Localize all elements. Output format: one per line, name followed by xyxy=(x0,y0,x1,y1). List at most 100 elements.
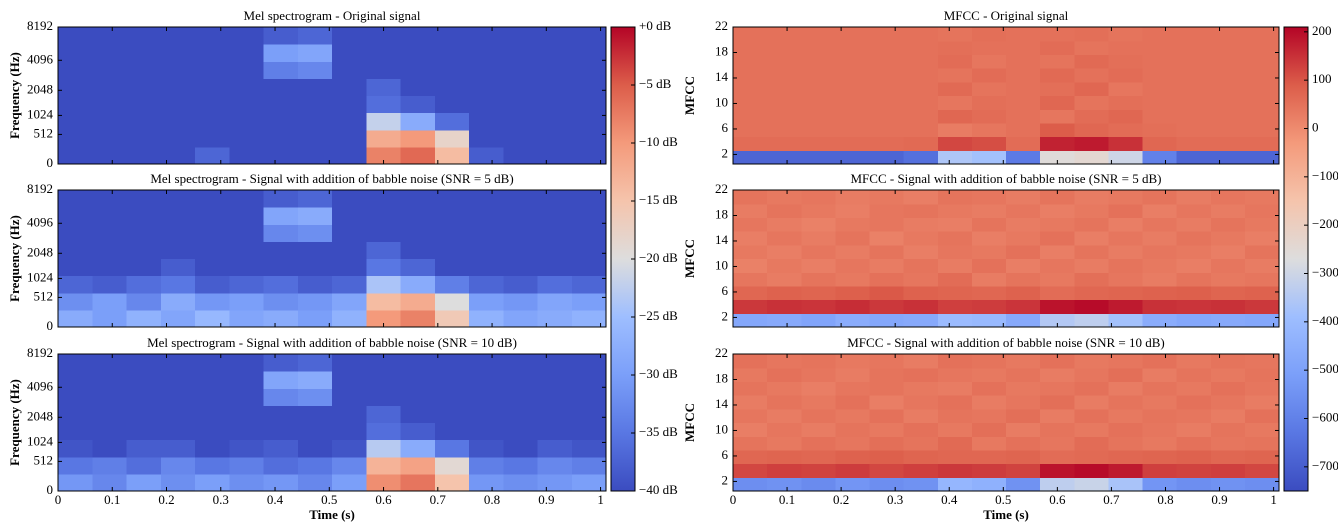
heatmap-cell xyxy=(733,217,768,232)
heatmap-cell xyxy=(971,54,1007,69)
y-tick-label: 6 xyxy=(722,447,729,462)
heatmap-cell xyxy=(835,81,871,97)
heatmap-cell xyxy=(366,146,402,165)
heatmap-cell xyxy=(366,371,402,389)
y-tick-label: 2 xyxy=(722,472,729,487)
heatmap-cell xyxy=(537,388,573,406)
heatmap-cell xyxy=(126,422,162,441)
heatmap-cell xyxy=(903,27,939,42)
heatmap-cell xyxy=(297,405,333,424)
heatmap-cell xyxy=(937,95,973,110)
heatmap-cell xyxy=(903,231,939,246)
heatmap-cell xyxy=(1108,54,1144,69)
heatmap-cell xyxy=(903,272,939,287)
heatmap-cell xyxy=(937,463,973,478)
heatmap-cell xyxy=(126,95,162,114)
heatmap-cell xyxy=(1244,244,1280,260)
heatmap-cell xyxy=(332,224,367,242)
heatmap-cell xyxy=(1176,68,1212,83)
heatmap-cell xyxy=(1142,285,1178,301)
heatmap-cell xyxy=(1108,408,1144,424)
heatmap-cell xyxy=(1210,150,1246,165)
heatmap-cell xyxy=(1040,381,1075,396)
heatmap-cell xyxy=(332,292,367,311)
heatmap-cell xyxy=(801,395,836,410)
panel: Mel spectrogram - Original signal Frequen… xyxy=(7,8,607,170)
heatmap-cell xyxy=(434,112,470,131)
heatmap-cell xyxy=(767,272,802,287)
heatmap-cell xyxy=(571,224,607,242)
heatmap-cell xyxy=(503,44,539,62)
heatmap-cell xyxy=(869,136,905,151)
heatmap-cell xyxy=(1244,367,1280,382)
heatmap-cell xyxy=(971,299,1007,314)
heatmap-cell xyxy=(1210,27,1246,42)
plot-frame xyxy=(57,189,607,328)
heatmap-cell xyxy=(1074,203,1109,218)
heatmap-cell xyxy=(366,275,402,294)
heatmap-cell xyxy=(1210,40,1246,55)
colorbar-tick-label: −400 xyxy=(1312,313,1338,328)
y-axis-label: MFCC xyxy=(682,239,697,278)
heatmap-cell xyxy=(400,207,436,225)
heatmap-cell xyxy=(126,207,162,225)
heatmap-cell xyxy=(400,309,436,328)
heatmap-cell xyxy=(571,146,607,165)
heatmap-cell xyxy=(1176,81,1212,97)
heatmap-cell xyxy=(297,78,333,97)
heatmap-cell xyxy=(733,449,768,465)
heatmap-cell xyxy=(537,371,573,389)
y-tick-label: 1024 xyxy=(27,106,54,121)
heatmap-cell xyxy=(160,190,196,208)
heatmap-cell xyxy=(801,381,836,396)
heatmap-cell xyxy=(195,241,230,260)
heatmap-cell xyxy=(126,129,162,148)
heatmap-cell xyxy=(971,258,1007,273)
heatmap-cell xyxy=(1108,136,1144,151)
heatmap-cell xyxy=(1244,354,1280,369)
heatmap-cell xyxy=(937,285,973,301)
heatmap-cell xyxy=(1006,449,1041,465)
heatmap-cell xyxy=(869,285,905,301)
heatmap-cell xyxy=(469,354,504,372)
heatmap-cell xyxy=(92,27,128,45)
heatmap-cell xyxy=(767,354,802,369)
heatmap-cell xyxy=(297,456,333,475)
heatmap-cell xyxy=(263,61,299,79)
heatmap-cell xyxy=(195,405,230,424)
heatmap-cell xyxy=(469,405,504,424)
heatmap-cell xyxy=(801,244,836,260)
heatmap-cell xyxy=(400,422,436,441)
heatmap-cell xyxy=(195,190,230,208)
heatmap-cell xyxy=(937,203,973,218)
heatmap-cell xyxy=(537,112,573,131)
heatmap-cell xyxy=(263,473,299,492)
heatmap-cell xyxy=(537,439,573,458)
heatmap-cell xyxy=(1108,354,1144,369)
heatmap-cell xyxy=(469,371,504,389)
heatmap-cell xyxy=(434,456,470,475)
heatmap-cell xyxy=(801,477,836,492)
heatmap-cell xyxy=(869,40,905,55)
heatmap-cell xyxy=(1210,313,1246,328)
y-tick-label: 512 xyxy=(34,452,54,467)
heatmap-cell xyxy=(126,190,162,208)
heatmap-cell xyxy=(297,309,333,328)
heatmap-cell xyxy=(195,422,230,441)
heatmap-cell xyxy=(733,313,768,328)
heatmap-cell xyxy=(571,95,607,114)
heatmap-cell xyxy=(366,112,402,131)
heatmap-cell xyxy=(903,436,939,451)
heatmap-cell xyxy=(92,473,128,492)
heatmap-cell xyxy=(92,146,128,165)
heatmap-cell xyxy=(767,190,802,205)
heatmap-cell xyxy=(801,122,836,138)
heatmap-cell xyxy=(1040,27,1075,42)
x-tick-label: 0.4 xyxy=(267,492,284,507)
colorbar-tick-label: −35 dB xyxy=(639,424,678,439)
heatmap-cell xyxy=(733,136,768,151)
heatmap-cell xyxy=(1074,68,1109,83)
heatmap-cell xyxy=(1074,190,1109,205)
heatmap-cell xyxy=(1176,95,1212,110)
heatmap-cell xyxy=(434,146,470,165)
